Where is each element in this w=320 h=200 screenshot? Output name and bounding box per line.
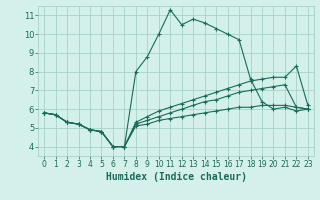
X-axis label: Humidex (Indice chaleur): Humidex (Indice chaleur) [106, 172, 246, 182]
